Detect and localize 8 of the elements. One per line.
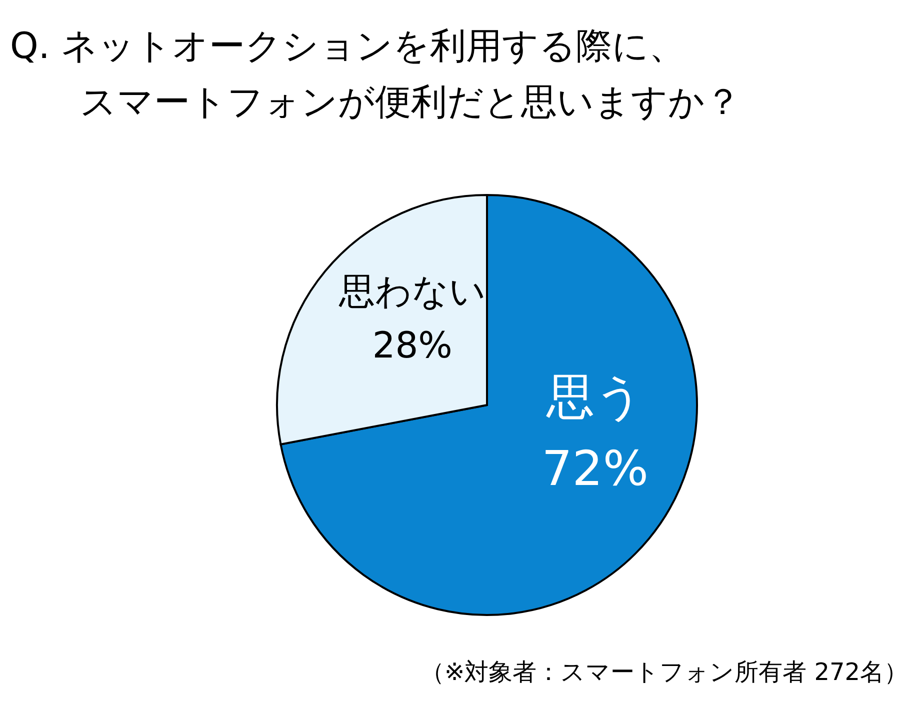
slice-label: 思う (546, 369, 644, 426)
data-label: 28% (372, 325, 452, 366)
chart-subtitle: スマートフォンが便利だと思いますか？ (80, 82, 741, 123)
data-label: 72% (542, 441, 648, 498)
chart-title: Q. ネットオークションを利用する際に、 (10, 26, 686, 67)
text: （※対象者：スマートフォン所有者 272名） (420, 658, 908, 686)
pie-slice (280, 194, 698, 616)
slice-label: 思わない (338, 271, 486, 312)
